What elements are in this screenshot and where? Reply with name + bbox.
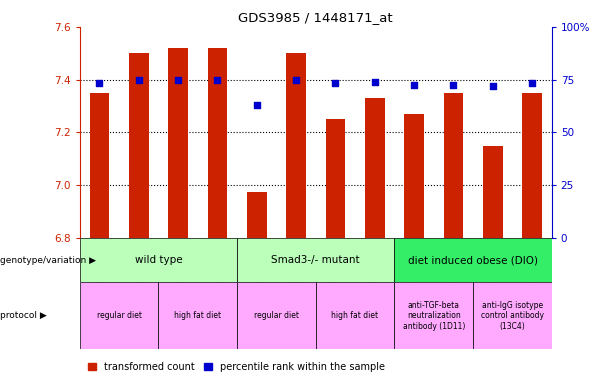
Point bbox=[409, 82, 419, 88]
Bar bbox=[89, 93, 109, 238]
Text: GSM707747: GSM707747 bbox=[95, 242, 104, 293]
Bar bbox=[444, 93, 463, 238]
Text: GSM707750: GSM707750 bbox=[213, 242, 222, 292]
Point bbox=[252, 102, 262, 108]
Bar bbox=[522, 93, 542, 238]
Text: GSM707754: GSM707754 bbox=[370, 242, 379, 292]
Bar bbox=[394, 238, 552, 282]
Bar bbox=[237, 282, 316, 349]
Bar bbox=[483, 146, 503, 238]
Text: regular diet: regular diet bbox=[254, 311, 299, 320]
Bar bbox=[158, 282, 237, 349]
Bar bbox=[129, 53, 148, 238]
Point bbox=[94, 80, 104, 86]
Text: diet induced obese (DIO): diet induced obese (DIO) bbox=[408, 255, 538, 265]
Text: wild type: wild type bbox=[134, 255, 182, 265]
Text: genotype/variation ▶: genotype/variation ▶ bbox=[0, 256, 96, 265]
Text: GSM707758: GSM707758 bbox=[449, 242, 458, 293]
Point bbox=[330, 80, 340, 86]
Bar bbox=[168, 48, 188, 238]
Legend: transformed count, percentile rank within the sample: transformed count, percentile rank withi… bbox=[85, 358, 389, 376]
Text: anti-IgG isotype
control antibody
(13C4): anti-IgG isotype control antibody (13C4) bbox=[481, 301, 544, 331]
Bar bbox=[326, 119, 345, 238]
Bar bbox=[286, 53, 306, 238]
Point bbox=[449, 82, 459, 88]
Point bbox=[291, 76, 301, 83]
Bar bbox=[394, 282, 473, 349]
Bar bbox=[316, 282, 394, 349]
Text: GSM707751: GSM707751 bbox=[252, 242, 261, 292]
Bar bbox=[473, 282, 552, 349]
Bar bbox=[208, 48, 227, 238]
Point bbox=[173, 76, 183, 83]
Title: GDS3985 / 1448171_at: GDS3985 / 1448171_at bbox=[238, 11, 393, 24]
Point bbox=[488, 83, 498, 89]
Text: Smad3-/- mutant: Smad3-/- mutant bbox=[272, 255, 360, 265]
Text: GSM707756: GSM707756 bbox=[528, 242, 536, 293]
Bar bbox=[404, 114, 424, 238]
Bar bbox=[80, 238, 237, 282]
Bar bbox=[247, 192, 267, 238]
Text: GSM707749: GSM707749 bbox=[173, 242, 183, 292]
Bar bbox=[365, 98, 384, 238]
Text: high fat diet: high fat diet bbox=[332, 311, 379, 320]
Point bbox=[370, 79, 379, 85]
Text: GSM707753: GSM707753 bbox=[331, 242, 340, 293]
Text: GSM707752: GSM707752 bbox=[292, 242, 300, 292]
Text: anti-TGF-beta
neutralization
antibody (1D11): anti-TGF-beta neutralization antibody (1… bbox=[403, 301, 465, 331]
Text: GSM707748: GSM707748 bbox=[134, 242, 143, 293]
Bar bbox=[80, 282, 158, 349]
Text: GSM707755: GSM707755 bbox=[488, 242, 497, 292]
Text: GSM707757: GSM707757 bbox=[409, 242, 419, 293]
Text: protocol ▶: protocol ▶ bbox=[0, 311, 47, 320]
Point bbox=[527, 80, 537, 86]
Point bbox=[134, 76, 143, 83]
Text: regular diet: regular diet bbox=[96, 311, 142, 320]
Bar bbox=[237, 238, 394, 282]
Point bbox=[213, 76, 223, 83]
Text: high fat diet: high fat diet bbox=[174, 311, 221, 320]
